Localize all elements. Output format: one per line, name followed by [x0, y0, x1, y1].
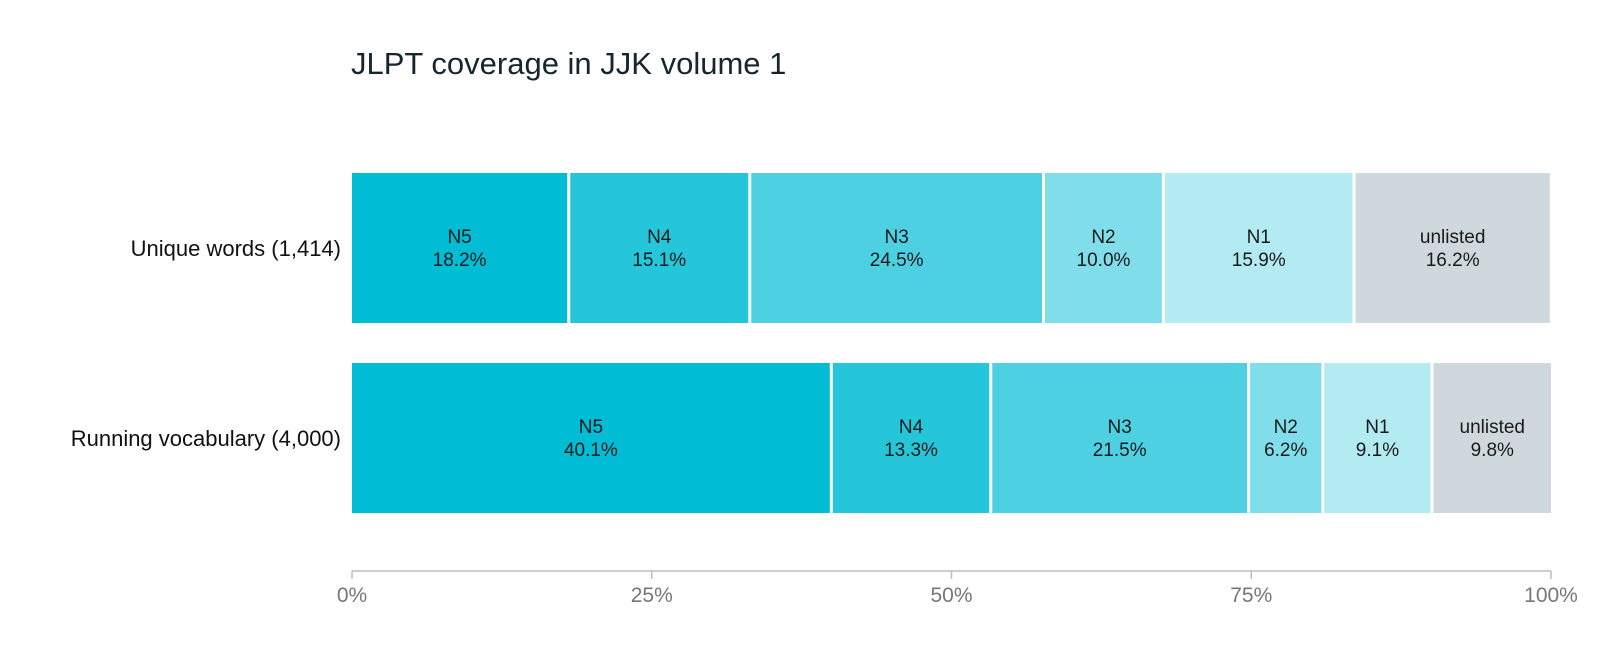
bar-segment-n1 — [1164, 173, 1353, 323]
bar-segment-n5 — [352, 363, 830, 513]
bar-segment-n1 — [1324, 363, 1431, 513]
bar-segment-n5 — [352, 173, 568, 323]
x-tick-label: 25% — [631, 584, 673, 607]
chart-title: JLPT coverage in JJK volume 1 — [351, 46, 786, 81]
bars-layer — [352, 173, 1551, 513]
x-tick-label: 100% — [1524, 584, 1578, 607]
segment-value-label: 15.1% — [632, 250, 686, 271]
bar-segment-n2 — [1250, 363, 1322, 513]
segment-value-label: 21.5% — [1093, 440, 1147, 461]
bar-segment-n3 — [992, 363, 1248, 513]
segment-value-label: 24.5% — [870, 250, 924, 271]
segment-name-label: N3 — [1108, 417, 1132, 438]
segment-value-label: 9.1% — [1356, 440, 1399, 461]
segment-name-label: N4 — [899, 417, 924, 438]
segment-value-label: 15.9% — [1232, 250, 1286, 271]
segment-name-label: N1 — [1365, 417, 1389, 438]
segment-name-label: N1 — [1247, 227, 1271, 248]
bar-segment-n3 — [751, 173, 1043, 323]
category-label: Unique words (1,414) — [131, 236, 341, 261]
bar-segment-unlisted — [1355, 173, 1550, 323]
bar-segment-n2 — [1045, 173, 1162, 323]
segment-value-label: 6.2% — [1264, 440, 1307, 461]
segment-name-label: N3 — [884, 227, 908, 248]
bar-segment-n4 — [570, 173, 749, 323]
segment-name-label: unlisted — [1420, 227, 1486, 248]
x-tick-label: 50% — [930, 584, 972, 607]
segment-value-label: 40.1% — [564, 440, 618, 461]
x-axis: 0% 25% 50% 75% 100% — [337, 570, 1578, 607]
labels-layer: Unique words (1,414) N518.2%N415.1%N324.5… — [71, 227, 1525, 461]
x-tick-label: 0% — [337, 584, 367, 607]
bar-segment-n4 — [832, 363, 990, 513]
bar-segment-unlisted — [1433, 363, 1551, 513]
segment-name-label: N2 — [1274, 417, 1298, 438]
segment-value-label: 10.0% — [1077, 250, 1131, 271]
segment-value-label: 18.2% — [433, 250, 487, 271]
segment-name-label: N2 — [1091, 227, 1115, 248]
segment-name-label: N5 — [447, 227, 471, 248]
segment-value-label: 13.3% — [884, 440, 938, 461]
category-label: Running vocabulary (4,000) — [71, 426, 341, 451]
segment-value-label: 9.8% — [1471, 440, 1514, 461]
segment-value-label: 16.2% — [1426, 250, 1480, 271]
segment-name-label: unlisted — [1460, 417, 1526, 438]
segment-name-label: N4 — [647, 227, 672, 248]
x-tick-label: 75% — [1230, 584, 1272, 607]
segment-name-label: N5 — [579, 417, 603, 438]
